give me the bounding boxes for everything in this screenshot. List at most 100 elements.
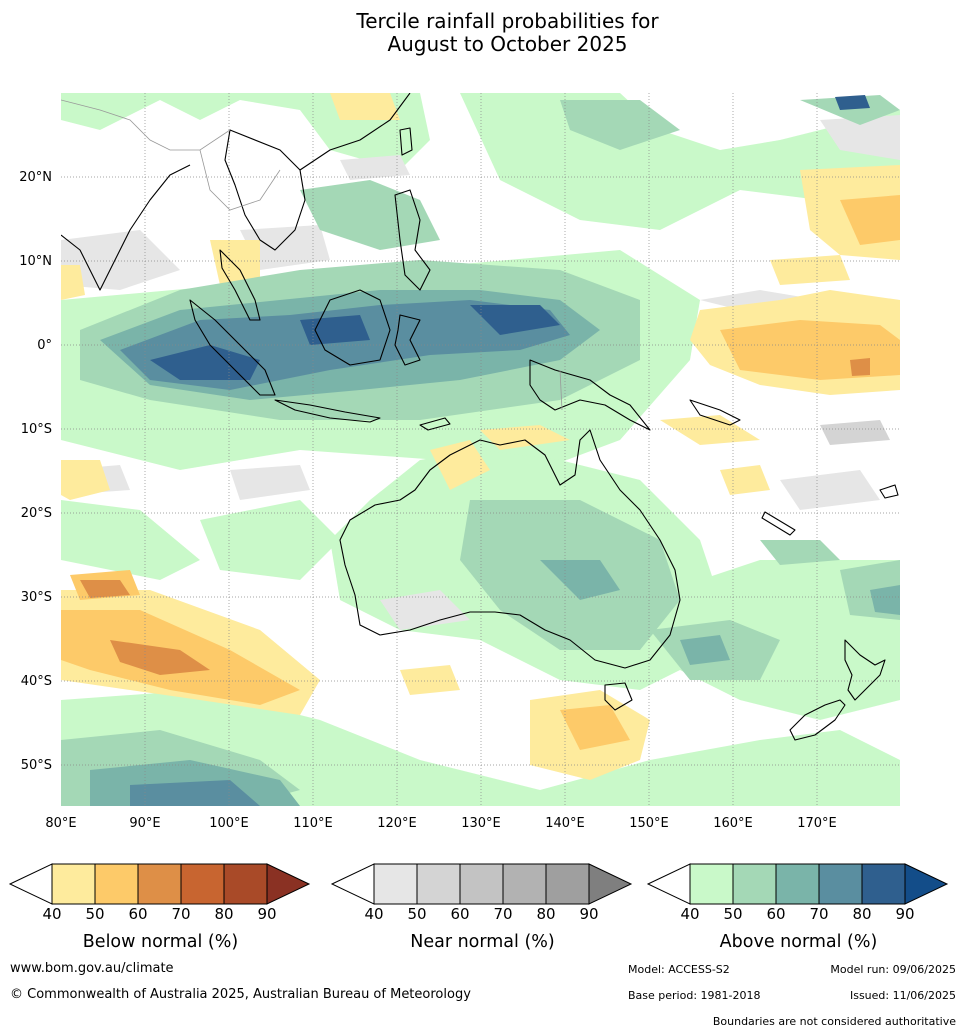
near-normal-colorbar [330,863,633,905]
above-tick-80: 80 [852,905,872,923]
colorbar-segment [373,863,418,905]
colorbar-segment [94,863,139,905]
lat-tick-label: 0° [37,338,52,353]
above-tick-70: 70 [809,905,829,923]
lon-tick-label: 100°E [209,816,249,830]
australia-coastline [339,429,681,669]
colorbar-segment [861,863,906,905]
above-normal-label: Above normal (%) [719,932,878,952]
solomon-islands-coastline [689,399,741,426]
colorbar-under-triangle [8,863,53,905]
lon-tick-label: 80°E [45,816,76,830]
colorbar-segment [223,863,268,905]
colorbar-segment [732,863,777,905]
lat-tick-label: 30°S [21,590,52,605]
lat-tick-label: 50°S [21,758,52,773]
near-tick-60: 60 [450,905,470,923]
lon-tick-label: 150°E [629,816,669,830]
lon-tick-label: 90°E [129,816,160,830]
near-tick-40: 40 [364,905,384,923]
lat-tick-label: 20°S [21,506,52,521]
base-period: Base period: 1981-2018 [628,989,761,1002]
longitude-tick-labels: 80°E 90°E 100°E 110°E 120°E 130°E 140°E … [45,816,836,830]
copyright-text: © Commonwealth of Australia 2025, Austra… [10,987,471,1002]
above-tick-60: 60 [766,905,786,923]
below-normal-label: Below normal (%) [82,932,239,952]
issued-date: Issued: 11/06/2025 [849,989,956,1002]
new-zealand-north-coastline [844,639,886,701]
map-area [61,93,900,806]
below-tick-60: 60 [128,905,148,923]
lon-tick-label: 140°E [545,816,585,830]
below-tick-90: 90 [257,905,277,923]
fiji-coastline [879,484,899,499]
near-normal-label: Near normal (%) [410,932,555,952]
lat-tick-label: 10°N [19,254,52,269]
philippines-coastline [394,189,431,291]
above-tick-90: 90 [895,905,915,923]
latitude-tick-labels: 20°N 10°N 0° 10°S 20°S 30°S 40°S 50°S [19,170,52,773]
model-run-date: Model run: 09/06/2025 [830,963,956,976]
indochina-coastline [224,129,306,251]
below-tick-40: 40 [42,905,62,923]
lon-tick-label: 110°E [293,816,333,830]
lon-tick-label: 170°E [797,816,837,830]
colorbar-segment [180,863,225,905]
above-tick-40: 40 [680,905,700,923]
india-coastline [61,164,191,291]
malay-peninsula-coastline [219,249,261,321]
map-title: Tercile rainfall probabilities for Augus… [0,10,965,56]
colorbar-under-triangle [330,863,375,905]
colorbar-segment [689,863,734,905]
lat-tick-label: 20°N [19,170,52,185]
borneo-coastline [314,289,391,366]
new-caledonia-coastline [761,511,796,536]
map-gridlines [61,93,900,806]
model-name: Model: ACCESS-S2 [628,963,730,976]
colorbar-segment [416,863,461,905]
colorbar-segment [137,863,182,905]
coastlines [61,93,899,741]
sumatra-coastline [189,299,276,396]
forecast-map: 80°E 90°E 100°E 110°E 120°E 130°E 140°E … [19,93,900,830]
colorbar-segment [545,863,590,905]
near-tick-70: 70 [493,905,513,923]
title-line-2: August to October 2025 [387,32,628,56]
above-normal-80-90-areas [150,95,870,380]
colorbar-segment [775,863,820,905]
colorbar-segment [51,863,96,905]
tasmania-coastline [604,682,633,711]
above-normal-colorbar [646,863,949,905]
boundaries-disclaimer: Boundaries are not considered authoritat… [712,1015,956,1028]
near-tick-50: 50 [407,905,427,923]
lat-tick-label: 40°S [21,674,52,689]
sulawesi-coastline [394,314,421,366]
colorbar-over-triangle [904,863,949,905]
lon-tick-label: 160°E [713,816,753,830]
timor-coastline [419,417,451,431]
colorbar-under-triangle [646,863,691,905]
below-normal-60-70-areas [80,358,870,675]
colorbar-segment [818,863,863,905]
above-tick-50: 50 [723,905,743,923]
below-normal-colorbar [8,863,311,905]
lon-tick-label: 120°E [377,816,417,830]
java-coastline [274,399,381,423]
below-tick-80: 80 [214,905,234,923]
colorbar-segment [502,863,547,905]
website-link[interactable]: www.bom.gov.au/climate [10,961,174,976]
colorbar-over-triangle [588,863,633,905]
china-coastline [299,93,411,171]
below-tick-50: 50 [85,905,105,923]
country-borders [61,99,563,411]
colorbar-segment [459,863,504,905]
title-line-1: Tercile rainfall probabilities for [356,9,659,33]
near-tick-80: 80 [536,905,556,923]
new-zealand-south-coastline [789,699,846,741]
new-guinea-coastline [529,359,651,431]
near-tick-90: 90 [579,905,599,923]
below-tick-70: 70 [171,905,191,923]
colorbar-over-triangle [266,863,311,905]
lon-tick-label: 130°E [461,816,501,830]
taiwan-coastline [399,127,413,156]
